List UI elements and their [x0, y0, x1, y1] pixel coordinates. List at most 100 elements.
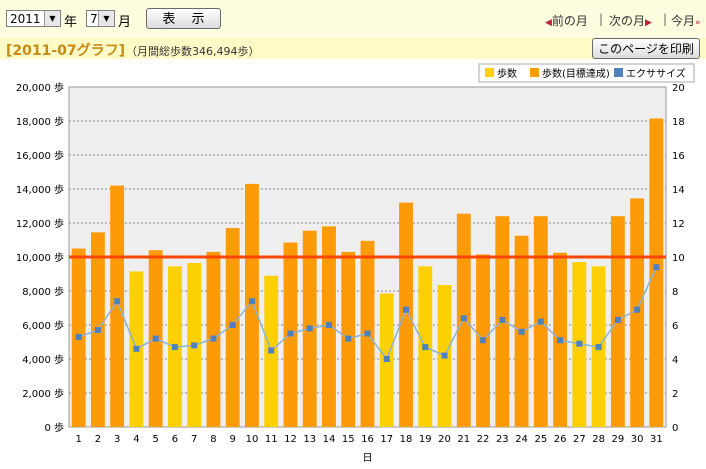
exercise-point	[345, 335, 352, 342]
chevron-down-icon[interactable]: ▼	[98, 11, 114, 26]
exercise-point	[152, 335, 159, 342]
month-label: 月	[118, 15, 132, 30]
exercise-point	[306, 325, 313, 332]
title-bar	[0, 37, 706, 59]
exercise-point	[114, 298, 121, 305]
nav-separator: |	[599, 12, 604, 26]
exercise-point	[383, 356, 390, 362]
x-tick-label: 18	[400, 434, 413, 445]
exercise-point	[422, 344, 429, 351]
exercise-point	[441, 352, 448, 359]
x-tick-label: 22	[477, 434, 490, 445]
x-tick-label: 20	[438, 434, 451, 445]
bar	[399, 202, 413, 427]
x-tick-label: 7	[191, 434, 197, 445]
year-select[interactable]: 2011 ▼	[6, 10, 61, 27]
triangle-left-icon: ◀	[545, 18, 552, 28]
y-left-tick-label: 18,000 歩	[16, 115, 64, 128]
y-left-tick-label: 2,000 歩	[22, 387, 64, 400]
triangle-right-icon: ▶	[645, 18, 652, 28]
bar	[649, 118, 664, 427]
x-tick-label: 3	[114, 434, 120, 445]
y-left-tick-label: 0 歩	[44, 421, 64, 434]
x-tick-label: 1	[75, 434, 81, 445]
x-tick-label: 13	[303, 434, 316, 445]
exercise-point	[614, 316, 621, 323]
x-tick-label: 17	[380, 434, 393, 445]
x-tick-label: 15	[342, 434, 355, 445]
y-left-tick-label: 8,000 歩	[22, 285, 64, 298]
y-right-tick-label: 8	[672, 287, 678, 298]
print-button[interactable]: このページを印刷	[592, 38, 700, 59]
y-left-tick-label: 14,000 歩	[16, 183, 64, 196]
exercise-point	[480, 337, 487, 344]
exercise-point	[595, 344, 602, 351]
y-left-tick-label: 4,000 歩	[22, 353, 64, 366]
exercise-point	[460, 315, 467, 322]
y-right-tick-label: 14	[672, 185, 685, 196]
chevron-down-icon[interactable]: ▼	[44, 11, 60, 26]
bar	[245, 183, 259, 427]
next-month-link[interactable]: 次の月▶	[609, 12, 652, 29]
bar	[110, 185, 125, 427]
y-right-tick-label: 2	[672, 389, 678, 400]
exercise-point	[191, 342, 198, 349]
x-tick-label: 2	[95, 434, 101, 445]
x-tick-label: 16	[361, 434, 374, 445]
x-tick-label: 4	[133, 434, 139, 445]
nav-separator: |	[663, 12, 668, 26]
step-chart: 0 歩 2,000 歩 4,000 歩 6,000 歩 8,000 歩 10,000 歩 1…	[16, 63, 695, 464]
x-tick-label: 9	[230, 434, 236, 445]
y-left-tick-label: 16,000 歩	[16, 149, 64, 162]
x-tick-label: 31	[650, 434, 663, 445]
x-tick-label: 12	[284, 434, 297, 445]
exercise-point	[268, 347, 275, 354]
year-label: 年	[64, 15, 78, 30]
exercise-point	[325, 322, 332, 328]
x-tick-label: 10	[246, 434, 259, 445]
x-tick-label: 5	[152, 434, 158, 445]
y-left-tick-label: 10,000 歩	[16, 251, 64, 264]
prev-month-link[interactable]: ◀前の月	[545, 12, 588, 29]
x-tick-label: 24	[515, 434, 528, 445]
next-month-label: 次の月	[609, 14, 646, 28]
exercise-point	[133, 345, 140, 352]
x-tick-label: 30	[631, 434, 644, 445]
x-tick-label: 6	[172, 434, 178, 445]
legend-swatch	[614, 68, 623, 77]
x-tick-label: 28	[592, 434, 605, 445]
month-select[interactable]: 7 ▼	[86, 10, 115, 27]
page-title: [2011-07グラフ]	[6, 43, 126, 59]
exercise-point	[248, 298, 255, 305]
x-tick-label: 21	[457, 434, 470, 445]
exercise-point	[171, 344, 178, 351]
legend-label: 歩数(目標達成)	[542, 67, 610, 80]
y-right-tick-label: 10	[672, 253, 685, 264]
month-select-value: 7	[90, 12, 98, 26]
legend-label: エクササイズ	[626, 67, 686, 80]
x-tick-label: 11	[265, 434, 278, 445]
y-left-tick-label: 12,000 歩	[16, 217, 64, 230]
show-button[interactable]: 表 示	[146, 8, 221, 29]
legend-label: 歩数	[497, 67, 517, 80]
exercise-point	[537, 318, 544, 325]
x-axis-label: 日	[363, 453, 373, 464]
monthly-total: （月間総歩数346,494歩）	[126, 45, 260, 58]
exercise-point	[576, 340, 583, 347]
exercise-point	[634, 306, 641, 313]
y-right-tick-label: 12	[672, 219, 685, 230]
year-select-value: 2011	[10, 12, 41, 26]
x-tick-label: 8	[210, 434, 216, 445]
y-right-tick-label: 16	[672, 151, 685, 162]
y-right-tick-label: 6	[672, 321, 678, 332]
legend-swatch	[485, 68, 494, 77]
prev-month-label: 前の月	[551, 14, 588, 28]
exercise-point	[557, 337, 564, 344]
y-right-tick-label: 18	[672, 117, 685, 128]
x-tick-label: 23	[496, 434, 509, 445]
x-tick-label: 19	[419, 434, 432, 445]
exercise-point	[94, 327, 101, 334]
this-month-link[interactable]: 今月»	[671, 12, 701, 29]
exercise-point	[499, 316, 506, 323]
exercise-point	[287, 330, 294, 337]
